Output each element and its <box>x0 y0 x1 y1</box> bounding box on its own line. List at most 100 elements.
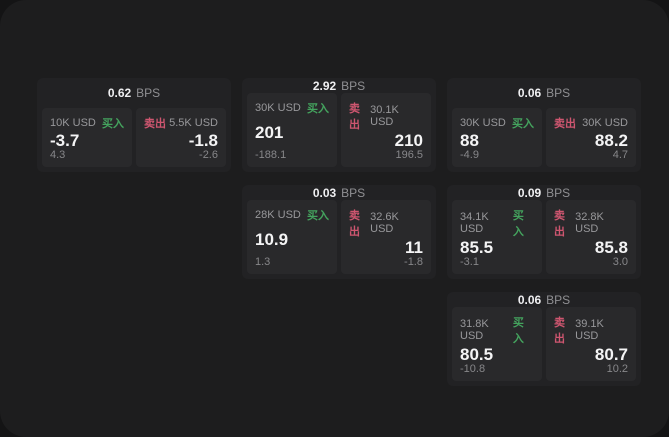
buy-tile-top: 30K USD 买入 <box>460 115 534 131</box>
sell-delta: -1.8 <box>404 256 423 268</box>
buy-size-label: 34.1K USD <box>460 211 489 235</box>
card-header: 0.09 BPS <box>447 185 641 200</box>
bps-value: 2.92 <box>312 78 337 93</box>
card-body: 30K USD 买入 88 -4.9 卖出 30K USD 88.2 4.7 <box>447 108 641 172</box>
buy-tile-top: 28K USD 买入 <box>255 207 329 223</box>
sell-tile-top: 卖出 32.8K USD <box>554 207 628 239</box>
sell-tile-top: 卖出 30.1K USD <box>349 100 423 132</box>
card-body: 10K USD 买入 -3.7 4.3 卖出 5.5K USD -1.8 -2.… <box>37 108 231 172</box>
sell-side-label: 卖出 <box>554 210 565 238</box>
quote-card: 2.92 BPS 30K USD 买入 201 -188.1 卖出 30.1K … <box>242 78 436 172</box>
card-header: 2.92 BPS <box>242 78 436 93</box>
sell-side-label: 卖出 <box>554 118 576 130</box>
card-body: 30K USD 买入 201 -188.1 卖出 30.1K USD 210 1… <box>242 93 436 172</box>
sell-tile-top: 卖出 30K USD <box>554 115 628 131</box>
buy-side-label: 买入 <box>512 210 524 238</box>
sell-tile[interactable]: 卖出 32.8K USD 85.8 3.0 <box>546 200 636 274</box>
buy-price: 10.9 <box>255 230 289 249</box>
buy-price: 85.5 <box>460 238 494 257</box>
bps-unit-label: BPS <box>341 78 366 93</box>
sell-size-label: 32.8K USD <box>575 211 604 235</box>
bps-unit-label: BPS <box>546 292 571 307</box>
sell-size-label: 5.5K USD <box>169 117 218 129</box>
card-body: 34.1K USD 买入 85.5 -3.1 卖出 32.8K USD 85.8… <box>447 200 641 279</box>
bps-value: 0.03 <box>312 185 337 200</box>
sell-tile[interactable]: 卖出 39.1K USD 80.7 10.2 <box>546 307 636 381</box>
buy-side-label: 买入 <box>512 118 534 130</box>
buy-tile[interactable]: 30K USD 买入 201 -188.1 <box>247 93 337 167</box>
card-header: 0.03 BPS <box>242 185 436 200</box>
card-body: 28K USD 买入 10.9 1.3 卖出 32.6K USD 11 -1.8 <box>242 200 436 279</box>
buy-side-label: 买入 <box>512 317 524 345</box>
sell-side-label: 卖出 <box>349 103 360 131</box>
sell-tile[interactable]: 卖出 30.1K USD 210 196.5 <box>341 93 431 167</box>
buy-tile[interactable]: 34.1K USD 买入 85.5 -3.1 <box>452 200 542 274</box>
sell-delta: 4.7 <box>612 149 628 161</box>
sell-size-label: 30.1K USD <box>370 104 399 128</box>
buy-side-label: 买入 <box>307 210 329 222</box>
bps-value: 0.06 <box>517 292 542 307</box>
sell-tile-top: 卖出 5.5K USD <box>144 115 218 131</box>
sell-delta: -2.6 <box>199 149 218 161</box>
sell-size-label: 30K USD <box>582 117 628 129</box>
sell-tile[interactable]: 卖出 30K USD 88.2 4.7 <box>546 108 636 167</box>
sell-tile-top: 卖出 32.6K USD <box>349 207 423 239</box>
sell-price: 11 <box>405 238 423 257</box>
buy-size-label: 10K USD <box>50 117 96 129</box>
quote-card: 0.03 BPS 28K USD 买入 10.9 1.3 卖出 32.6K US… <box>242 185 436 279</box>
buy-price: -3.7 <box>50 130 80 150</box>
sell-price: -1.8 <box>188 130 218 150</box>
quote-card: 0.09 BPS 34.1K USD 买入 85.5 -3.1 卖出 32.8K… <box>447 185 641 279</box>
bps-unit-label: BPS <box>546 185 571 200</box>
sell-delta: 196.5 <box>395 149 423 161</box>
sell-tile-top: 卖出 39.1K USD <box>554 314 628 346</box>
sell-price: 85.8 <box>594 238 628 257</box>
buy-delta: 4.3 <box>50 149 66 161</box>
buy-delta: -10.8 <box>460 363 486 375</box>
card-body: 31.8K USD 买入 80.5 -10.8 卖出 39.1K USD 80.… <box>447 307 641 386</box>
buy-delta: 1.3 <box>255 256 271 268</box>
sell-size-label: 39.1K USD <box>575 318 604 342</box>
card-header: 0.06 BPS <box>447 78 641 108</box>
sell-price: 80.7 <box>594 345 628 364</box>
buy-tile-top: 31.8K USD 买入 <box>460 314 534 346</box>
buy-side-label: 买入 <box>102 118 124 130</box>
sell-side-label: 卖出 <box>144 118 166 130</box>
buy-delta: -188.1 <box>255 149 287 161</box>
buy-size-label: 30K USD <box>460 117 506 129</box>
buy-tile[interactable]: 10K USD 买入 -3.7 4.3 <box>42 108 132 167</box>
bps-unit-label: BPS <box>341 185 366 200</box>
card-header: 0.62 BPS <box>37 78 231 108</box>
sell-side-label: 卖出 <box>554 317 565 345</box>
bps-unit-label: BPS <box>546 86 571 100</box>
buy-tile[interactable]: 30K USD 买入 88 -4.9 <box>452 108 542 167</box>
quote-card: 0.62 BPS 10K USD 买入 -3.7 4.3 卖出 5.5K USD… <box>37 78 231 172</box>
sell-tile[interactable]: 卖出 5.5K USD -1.8 -2.6 <box>136 108 226 167</box>
card-header: 0.06 BPS <box>447 292 641 307</box>
buy-delta: -3.1 <box>460 256 479 268</box>
cards-grid: 0.62 BPS 10K USD 买入 -3.7 4.3 卖出 5.5K USD… <box>37 78 641 386</box>
sell-delta: 3.0 <box>612 256 628 268</box>
buy-tile-top: 10K USD 买入 <box>50 115 124 131</box>
buy-tile[interactable]: 28K USD 买入 10.9 1.3 <box>247 200 337 274</box>
bps-value: 0.09 <box>517 185 542 200</box>
buy-size-label: 31.8K USD <box>460 318 489 342</box>
quote-card: 0.06 BPS 30K USD 买入 88 -4.9 卖出 30K USD 8… <box>447 78 641 172</box>
buy-price: 80.5 <box>460 345 494 364</box>
buy-price: 88 <box>460 130 479 150</box>
buy-tile-top: 34.1K USD 买入 <box>460 207 534 239</box>
buy-size-label: 28K USD <box>255 209 301 221</box>
buy-tile[interactable]: 31.8K USD 买入 80.5 -10.8 <box>452 307 542 381</box>
sell-tile[interactable]: 卖出 32.6K USD 11 -1.8 <box>341 200 431 274</box>
buy-price: 201 <box>255 123 284 142</box>
sell-price: 88.2 <box>594 130 628 150</box>
quote-card: 0.06 BPS 31.8K USD 买入 80.5 -10.8 卖出 39.1… <box>447 292 641 386</box>
sell-side-label: 卖出 <box>349 210 360 238</box>
bps-unit-label: BPS <box>136 86 161 100</box>
sell-size-label: 32.6K USD <box>370 211 399 235</box>
sell-price: 210 <box>394 131 423 150</box>
buy-tile-top: 30K USD 买入 <box>255 100 329 116</box>
buy-size-label: 30K USD <box>255 102 301 114</box>
buy-delta: -4.9 <box>460 149 479 161</box>
